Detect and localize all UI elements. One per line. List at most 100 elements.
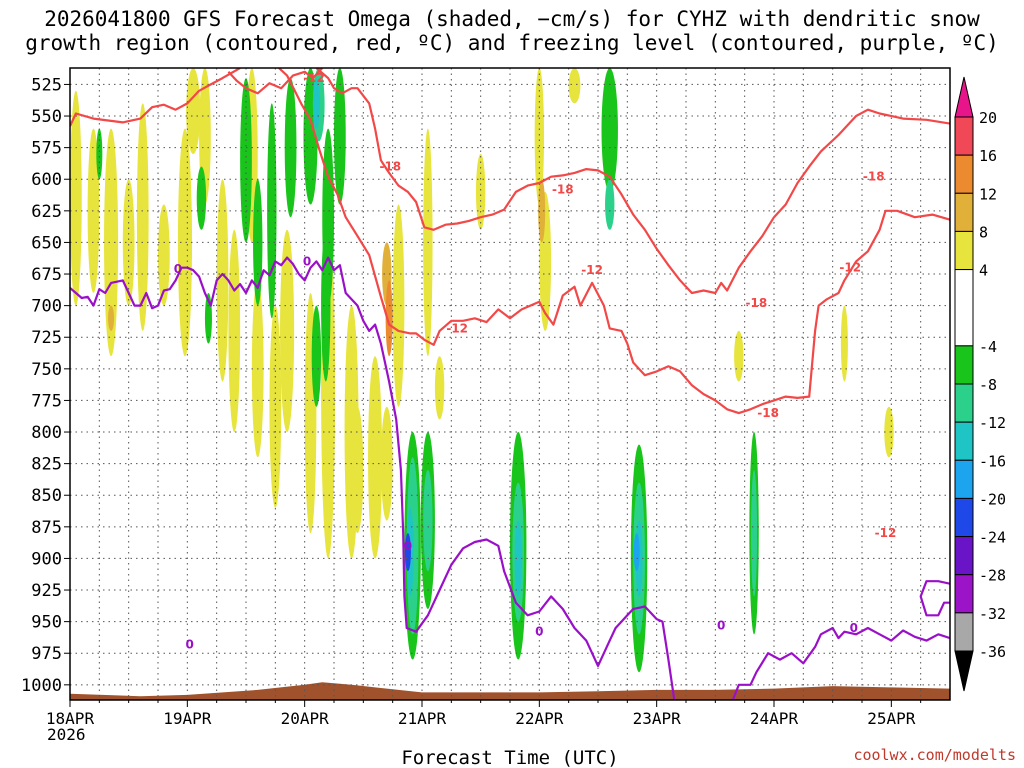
omega-shade-cell	[840, 305, 848, 382]
omega-shade-cell	[368, 356, 383, 559]
colorbar-segment	[954, 116, 974, 156]
y-tick-label: 875	[31, 518, 62, 538]
contour-label-red: -12	[875, 526, 897, 540]
contour-lines	[70, 68, 950, 700]
omega-shade-cell	[228, 229, 241, 433]
colorbar-segment	[954, 345, 974, 385]
colorbar-tick-label: 16	[979, 147, 997, 165]
y-tick-label: 900	[31, 549, 62, 569]
omega-shade-cell	[568, 68, 581, 104]
x-tick-label: 25APR	[867, 709, 916, 728]
x-tick-label: 20APR	[281, 709, 330, 728]
omega-shade-cell	[216, 179, 229, 382]
omega-shading-layer	[70, 68, 894, 673]
contour-label-red: -18	[379, 160, 401, 174]
colorbar-segment	[954, 574, 974, 614]
omega-shade-cell	[884, 406, 894, 458]
colorbar-tick-label: -8	[979, 376, 997, 394]
colorbar-tick-label: -24	[979, 529, 1006, 547]
y-tick-label: 975	[31, 644, 62, 664]
colorbar-tick-label: -28	[979, 567, 1006, 585]
contour-label-purple: 0	[850, 621, 858, 635]
omega-shade-cell	[280, 229, 295, 433]
colorbar-tick-label: -36	[979, 643, 1006, 661]
omega-shade-cell	[534, 68, 545, 205]
contour-line	[731, 626, 950, 700]
contour-label-purple: 0	[174, 262, 182, 276]
colorbar-segment	[954, 497, 974, 538]
contour-label-purple: 0	[404, 539, 412, 553]
contour-label-red: -18	[863, 170, 885, 184]
omega-shade-cell	[601, 68, 618, 192]
omega-shade-cell	[633, 533, 640, 572]
y-tick-label: 625	[31, 202, 62, 222]
y-tick-label: 1000	[21, 676, 62, 696]
y-tick-label: 825	[31, 455, 62, 475]
y-tick-label: 750	[31, 360, 62, 380]
omega-shade-cell	[311, 305, 322, 407]
omega-shade-cell	[514, 520, 522, 597]
colorbar-arrow-top	[954, 76, 974, 118]
colorbar-tick-label: -20	[979, 490, 1006, 508]
credit-link[interactable]: coolwx.com/modelts	[853, 746, 1016, 764]
x-axis-year: 2026	[47, 725, 86, 744]
contour-label-red: -12	[581, 263, 603, 277]
y-tick-label: 675	[31, 265, 62, 285]
colorbar-tick-label: -4	[979, 338, 997, 356]
contour-line	[919, 580, 950, 617]
omega-shade-cell	[269, 305, 282, 508]
x-tick-label: 19APR	[163, 709, 212, 728]
colorbar-segment	[954, 459, 974, 499]
omega-shade-cell	[96, 128, 103, 180]
omega-shade-cell	[434, 356, 445, 420]
omega-shade-cell	[334, 68, 346, 205]
contour-line	[315, 68, 950, 295]
omega-shade-cell	[312, 78, 320, 129]
contour-line	[70, 68, 241, 127]
omega-shade-cell	[538, 179, 546, 243]
contour-label-purple: 0	[303, 254, 311, 268]
contour-line	[278, 68, 950, 415]
colorbar-segment	[954, 230, 974, 271]
omega-shade-cell	[605, 179, 615, 230]
y-tick-label: 850	[31, 486, 62, 506]
colorbar-tick-label: 20	[979, 109, 997, 127]
colorbar-tick-label: 4	[979, 262, 988, 280]
colorbar-segment	[954, 536, 974, 576]
chart-title-line2: growth region (contoured, red, ºC) and f…	[25, 31, 999, 55]
omega-shade-cell	[158, 204, 170, 306]
contour-labels: -12 -18 -18 -18 -12 -18 -18 -12 -12 -12 0 0 0 0 0 0 0	[174, 71, 897, 651]
omega-shade-cell	[392, 204, 405, 407]
y-tick-label: 600	[31, 170, 62, 190]
y-tick-label: 700	[31, 297, 62, 317]
colorbar-tick-label: -12	[979, 414, 1006, 432]
omega-shade-cell	[423, 469, 433, 572]
x-tick-label: 24APR	[750, 709, 799, 728]
omega-shade-cell	[751, 469, 758, 597]
colorbar-tick-label: -16	[979, 452, 1006, 470]
chart-title-line1: 2026041800 GFS Forecast Omega (shaded, −…	[44, 7, 980, 31]
y-tick-label: 800	[31, 423, 62, 443]
colorbar-tick-label: 12	[979, 185, 997, 203]
colorbar-segment	[954, 383, 974, 423]
colorbar-segment	[954, 269, 974, 347]
ground-fill	[70, 682, 950, 700]
contour-label-purple: 0	[186, 637, 194, 651]
contour-label-purple: 0	[535, 625, 543, 639]
colorbar-segment	[954, 154, 974, 194]
omega-shade-cell	[385, 280, 393, 357]
omega-shade-cell	[104, 128, 119, 357]
y-tick-label: 650	[31, 233, 62, 253]
omega-shade-cell	[186, 68, 201, 154]
colorbar-arrow-bottom	[954, 650, 974, 692]
omega-shade-cell	[177, 128, 193, 357]
omega-shade-cell	[380, 406, 393, 521]
y-axis-ticks: 525 550 575 600 625 650 675 700 725 750 775 800 825 8…	[21, 75, 70, 696]
omega-shade-cell	[70, 90, 82, 306]
contour-label-red: -12	[446, 321, 468, 335]
omega-shade-cell	[108, 305, 115, 331]
colorbar-tick-label: 8	[979, 223, 988, 241]
colorbar-segment	[954, 612, 974, 652]
y-tick-label: 950	[31, 613, 62, 633]
